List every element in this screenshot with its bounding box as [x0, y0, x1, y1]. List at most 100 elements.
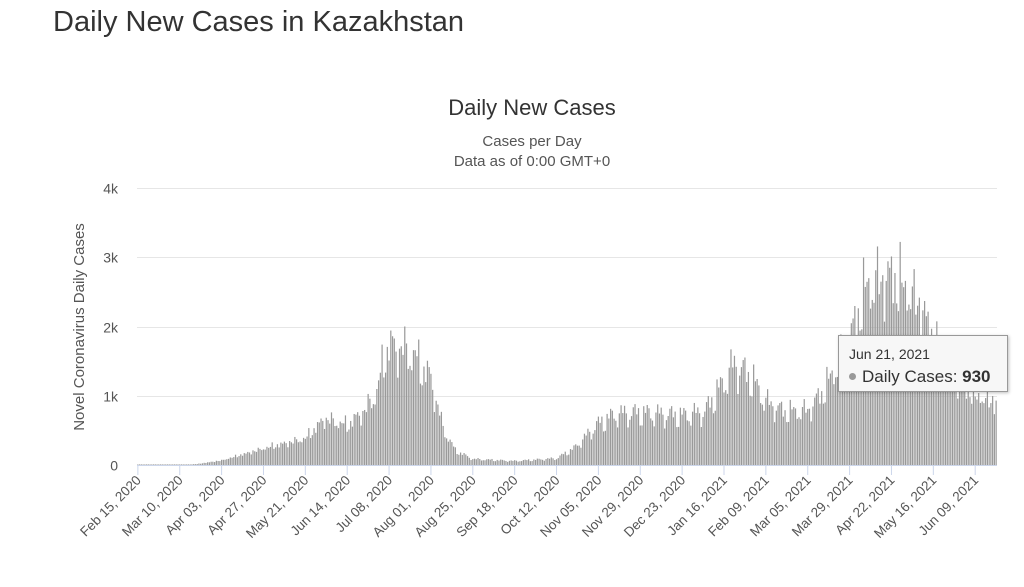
bar[interactable]: [845, 345, 847, 465]
bar[interactable]: [653, 426, 655, 465]
bar[interactable]: [747, 371, 750, 465]
bar[interactable]: [978, 393, 980, 465]
bar[interactable]: [439, 415, 441, 465]
bar[interactable]: [154, 464, 156, 465]
bar[interactable]: [522, 460, 524, 465]
bar[interactable]: [201, 463, 204, 465]
bar[interactable]: [718, 387, 720, 465]
bar[interactable]: [639, 425, 641, 466]
bar[interactable]: [678, 426, 680, 465]
bar[interactable]: [988, 407, 990, 465]
bar[interactable]: [407, 368, 409, 465]
bar[interactable]: [582, 439, 584, 465]
bar[interactable]: [297, 442, 299, 465]
bar[interactable]: [662, 414, 664, 465]
bar[interactable]: [714, 410, 716, 465]
bar[interactable]: [374, 404, 376, 465]
bar[interactable]: [634, 404, 636, 465]
bar[interactable]: [962, 386, 964, 465]
bar[interactable]: [371, 408, 373, 465]
bar[interactable]: [815, 393, 818, 465]
bar[interactable]: [960, 378, 962, 465]
bar[interactable]: [257, 447, 259, 465]
bar[interactable]: [651, 420, 654, 465]
bar[interactable]: [261, 450, 263, 465]
bar[interactable]: [357, 412, 359, 465]
bar[interactable]: [397, 377, 399, 465]
bar[interactable]: [948, 371, 950, 465]
bar[interactable]: [198, 463, 200, 465]
bar[interactable]: [528, 459, 530, 465]
bar[interactable]: [704, 411, 706, 465]
bar[interactable]: [782, 416, 784, 465]
bar[interactable]: [603, 431, 605, 465]
bar[interactable]: [500, 459, 502, 465]
bar[interactable]: [304, 438, 306, 465]
bar[interactable]: [590, 439, 593, 465]
bar[interactable]: [264, 449, 266, 465]
bar[interactable]: [723, 392, 725, 465]
bar[interactable]: [561, 453, 563, 465]
bar[interactable]: [801, 407, 804, 465]
bar[interactable]: [861, 329, 863, 465]
bar[interactable]: [784, 410, 786, 465]
bar[interactable]: [855, 337, 858, 465]
bar[interactable]: [550, 457, 552, 465]
bar[interactable]: [552, 458, 554, 465]
bar[interactable]: [625, 413, 627, 465]
bar[interactable]: [950, 363, 952, 465]
bar[interactable]: [498, 460, 500, 465]
bar[interactable]: [526, 460, 528, 465]
bar[interactable]: [266, 446, 268, 465]
bar[interactable]: [287, 447, 289, 465]
bar[interactable]: [616, 427, 619, 465]
bar[interactable]: [538, 458, 540, 465]
bar[interactable]: [981, 401, 983, 466]
bar[interactable]: [376, 389, 378, 465]
bar[interactable]: [404, 326, 406, 465]
bar[interactable]: [594, 430, 596, 465]
bar[interactable]: [995, 400, 997, 465]
bar[interactable]: [937, 351, 940, 465]
bar[interactable]: [365, 412, 367, 465]
bar[interactable]: [496, 459, 498, 465]
bar[interactable]: [386, 346, 388, 465]
bar[interactable]: [721, 378, 723, 465]
bar[interactable]: [425, 382, 427, 465]
bar[interactable]: [177, 464, 179, 465]
bar[interactable]: [414, 350, 416, 465]
bar[interactable]: [765, 397, 767, 465]
bar[interactable]: [780, 401, 783, 465]
bar[interactable]: [798, 417, 800, 465]
bar[interactable]: [826, 366, 828, 465]
bar[interactable]: [442, 425, 444, 465]
bar[interactable]: [533, 459, 535, 465]
bar[interactable]: [698, 413, 701, 465]
bar[interactable]: [508, 460, 511, 465]
bar[interactable]: [484, 460, 486, 465]
bar[interactable]: [175, 464, 177, 465]
bar[interactable]: [200, 463, 202, 465]
bar[interactable]: [233, 457, 235, 465]
bar[interactable]: [536, 458, 538, 465]
bar[interactable]: [473, 458, 476, 465]
bar[interactable]: [238, 456, 240, 465]
bar[interactable]: [693, 402, 695, 465]
bar[interactable]: [697, 407, 699, 465]
bar[interactable]: [803, 399, 805, 465]
bar[interactable]: [737, 393, 739, 465]
bar[interactable]: [440, 411, 443, 465]
bar[interactable]: [299, 441, 301, 465]
bar[interactable]: [695, 412, 697, 465]
bar[interactable]: [775, 410, 777, 465]
bar[interactable]: [227, 458, 230, 465]
bar[interactable]: [767, 389, 769, 465]
bar[interactable]: [840, 334, 842, 465]
bar[interactable]: [739, 375, 741, 465]
bar[interactable]: [240, 454, 242, 465]
bar[interactable]: [283, 441, 286, 465]
bar[interactable]: [958, 383, 961, 465]
bar[interactable]: [770, 401, 772, 465]
bar[interactable]: [836, 376, 838, 465]
bar[interactable]: [993, 414, 995, 465]
